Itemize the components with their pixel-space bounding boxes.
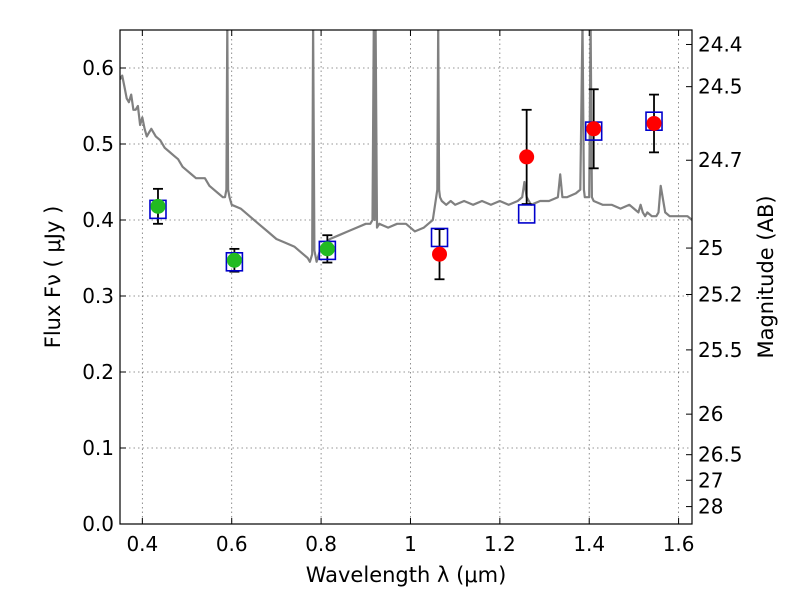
right-tick-label: 24.7: [698, 148, 743, 172]
x-tick-label: 1.4: [573, 532, 605, 556]
x-tick-label: 1: [404, 532, 417, 556]
x-tick-label: 0.4: [126, 532, 158, 556]
y-tick-label: 0.0: [82, 512, 114, 536]
sed-chart: 0.4 0.6 0.8 1 1.2 1.4 1.6 0.0 0.1 0.2 0.3 0.4 0.5 0.6…: [0, 0, 800, 600]
y-tick-label: 0.3: [82, 284, 114, 308]
x-tick-label: 1.6: [663, 532, 695, 556]
y-tick-label: 0.6: [82, 56, 114, 80]
right-tick-label: 27: [698, 468, 723, 492]
x-axis-label: Wavelength λ (μm): [306, 563, 507, 587]
right-tick-label: 25: [698, 236, 723, 260]
x-tick-label: 0.6: [216, 532, 248, 556]
data-point: [519, 149, 534, 164]
x-tick-label: 1.2: [484, 532, 516, 556]
plot-background: [120, 30, 692, 524]
right-tick-label: 25.2: [698, 282, 743, 306]
y-tick-label: 0.4: [82, 208, 114, 232]
right-tick-label: 28: [698, 495, 723, 519]
y-axis-label: Flux Fν ( μJy ): [41, 206, 65, 349]
y-axis-right-label: Magnitude (AB): [754, 195, 778, 358]
data-point: [647, 116, 662, 131]
data-point: [432, 247, 447, 262]
data-point: [586, 121, 601, 136]
y-tick-label: 0.5: [82, 132, 114, 156]
right-tick-label: 25.5: [698, 338, 743, 362]
right-tick-label: 26: [698, 402, 723, 426]
data-point: [150, 199, 165, 214]
y-tick-label: 0.1: [82, 436, 114, 460]
data-point: [320, 241, 335, 256]
y-tick-label: 0.2: [82, 360, 114, 384]
x-tick-label: 0.8: [305, 532, 337, 556]
right-tick-label: 24.5: [698, 75, 743, 99]
right-tick-label: 26.5: [698, 443, 743, 467]
right-tick-label: 24.4: [698, 32, 743, 56]
data-point: [227, 253, 242, 268]
